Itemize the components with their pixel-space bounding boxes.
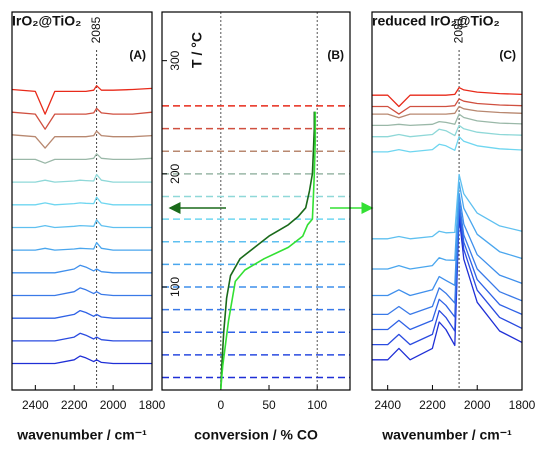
x-tick-label: 2400	[374, 398, 401, 412]
panel-frame	[11, 11, 153, 391]
spectrum	[12, 241, 152, 251]
spectrum	[12, 264, 152, 274]
spectrum	[372, 113, 523, 127]
spectrum	[11, 85, 153, 115]
x-tick-label: 50	[262, 398, 276, 412]
spectrum	[11, 130, 153, 149]
spectrum	[372, 98, 523, 115]
y-tick-label: 100	[168, 277, 182, 297]
panel-frame	[161, 11, 351, 391]
marker-label: 2081	[451, 16, 465, 43]
spectrum	[11, 107, 153, 130]
x-tick-label: 2200	[419, 398, 446, 412]
spectrum	[12, 153, 153, 164]
x-tick-label: 100	[307, 398, 327, 412]
spectrum	[12, 173, 152, 183]
panel-label: (B)	[327, 48, 344, 62]
marker-label: 2085	[89, 16, 103, 43]
panel-label: (A)	[129, 48, 146, 62]
spectrum	[12, 196, 152, 206]
spectrum	[372, 105, 523, 119]
spectrum	[12, 355, 152, 365]
spectrum	[372, 207, 523, 346]
y-tick-label: 200	[168, 164, 182, 184]
y-axis-label: T / °C	[189, 32, 205, 68]
spectrum	[372, 86, 523, 108]
conversion-line	[220, 111, 317, 389]
x-axis-label: wavenumber / cm⁻¹	[381, 427, 512, 443]
spectrum	[12, 309, 152, 319]
spectrum	[372, 136, 523, 153]
panel-frame	[371, 11, 523, 391]
x-tick-label: 0	[217, 398, 224, 412]
spectrum	[372, 200, 523, 316]
x-axis-label: conversion / % CO	[194, 427, 318, 443]
spectrum	[12, 287, 152, 297]
x-tick-label: 2000	[100, 398, 127, 412]
spectrum	[372, 215, 523, 361]
x-tick-label: 2000	[464, 398, 491, 412]
spectrum	[372, 173, 523, 240]
spectrum	[372, 124, 523, 138]
x-tick-label: 2400	[22, 398, 49, 412]
spectrum	[12, 332, 152, 342]
y-tick-label: 300	[168, 50, 182, 70]
x-tick-label: 1800	[139, 398, 166, 412]
panel-title: reduced IrO₂@TiO₂	[372, 13, 500, 29]
x-tick-label: 1800	[509, 398, 536, 412]
panel-title: IrO₂@TiO₂	[12, 13, 81, 29]
x-tick-label: 2200	[61, 398, 88, 412]
spectrum	[372, 181, 523, 270]
panel-label: (C)	[499, 48, 516, 62]
spectrum	[372, 204, 523, 331]
spectrum	[12, 219, 152, 229]
x-axis-label: wavenumber / cm⁻¹	[16, 427, 147, 443]
spectrum	[372, 192, 523, 297]
conversion-line	[220, 111, 316, 389]
